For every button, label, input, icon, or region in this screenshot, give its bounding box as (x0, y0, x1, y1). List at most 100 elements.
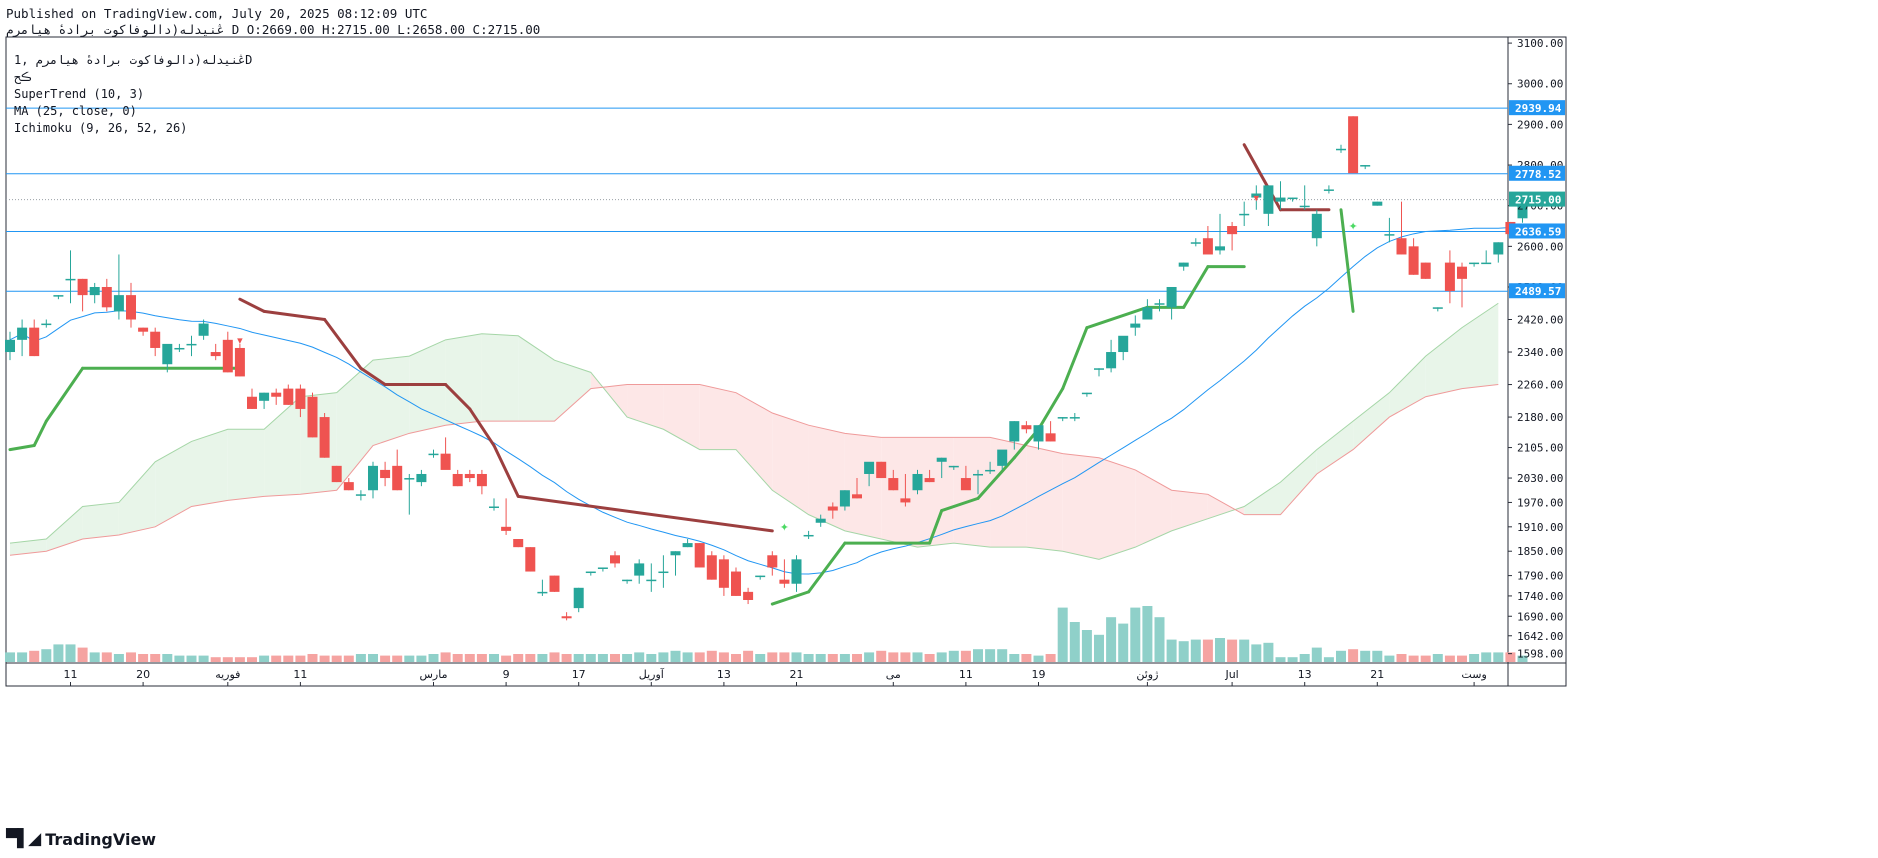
candle-body (283, 388, 294, 405)
volume-bar (1408, 655, 1419, 662)
candle-body (198, 323, 209, 336)
volume-bar (247, 657, 257, 662)
y-tick-label: 1690.00 (1517, 610, 1563, 623)
candle-body (138, 327, 149, 332)
candle (1227, 221, 1238, 251)
candle-body (1311, 213, 1322, 239)
chart-title: ڠنیدله(دالوفاکوت برادهٔ هیامرم ,1D (14, 53, 253, 67)
candle (755, 575, 766, 580)
supertrend-legend[interactable]: SuperTrend (10, 3) (14, 87, 145, 101)
candle (973, 469, 983, 495)
brand-footer[interactable]: ▀▌◢ TradingView (6, 829, 156, 849)
x-tick-label: وست (1461, 668, 1486, 681)
candle (1190, 238, 1201, 247)
ichimoku-cloud-segment (1135, 469, 1172, 548)
candle-body (1432, 307, 1443, 309)
candle (319, 413, 330, 458)
candle-body (1251, 193, 1262, 198)
candle-body (1469, 262, 1480, 265)
candle-body (319, 417, 330, 458)
x-tick-label: آوریل (639, 667, 665, 681)
volume-bar (779, 652, 790, 662)
candle (912, 469, 923, 495)
candle-body (573, 587, 584, 609)
candle (283, 384, 294, 405)
candle-body (295, 388, 306, 409)
supertrend-segment (323, 318, 363, 370)
volume-bar (1190, 639, 1201, 662)
ichimoku-cloud-segment (663, 384, 700, 450)
y-tick-label: 1970.00 (1517, 496, 1563, 509)
candle-body (17, 327, 28, 340)
candle (1263, 185, 1274, 227)
candle (234, 343, 245, 377)
last-price-tag (1509, 191, 1565, 207)
ichimoku-cloud-segment (1244, 482, 1281, 515)
candle (489, 498, 499, 511)
volume-bar (259, 655, 270, 662)
volume-bar (1009, 654, 1020, 662)
volume-bar (295, 655, 306, 662)
candle (1396, 201, 1407, 255)
candle (573, 587, 584, 613)
candle (307, 392, 318, 438)
volume-bar (1481, 652, 1492, 662)
candle (1239, 201, 1250, 227)
y-tick-label: 2340.00 (1517, 346, 1563, 359)
candle-body (29, 327, 40, 357)
brand-name: TradingView (45, 829, 157, 849)
candle-body (392, 465, 403, 491)
candle-body (1045, 433, 1056, 442)
volume-bar (1360, 650, 1371, 662)
candle (440, 437, 451, 470)
volume-bar (452, 654, 463, 662)
ichimoku-cloud-segment (1062, 453, 1099, 560)
x-tick-label: Jul (1224, 668, 1238, 681)
supertrend-segment (928, 509, 944, 545)
candle-body (1481, 262, 1492, 265)
candle (864, 461, 875, 487)
candle (428, 449, 439, 458)
candle (779, 559, 790, 588)
supertrend-segment (32, 419, 48, 448)
volume-bar (17, 652, 28, 662)
candle-body (1021, 425, 1032, 430)
candle-body (960, 478, 971, 491)
candle-body (1493, 242, 1504, 255)
candle-body (1142, 307, 1153, 320)
volume-bar (1021, 654, 1032, 662)
x-tick-label: 13 (717, 668, 731, 681)
volume-bar (234, 657, 245, 662)
volume-bar (900, 652, 911, 662)
candle (1420, 262, 1431, 279)
volume-bar (585, 654, 596, 662)
volume-bar (101, 652, 112, 662)
ma-legend[interactable]: MA (25, close, 0) (14, 104, 137, 118)
volume-bar (283, 655, 294, 662)
volume-bar (1457, 655, 1467, 662)
candle-body (101, 286, 112, 308)
supertrend-segment (1085, 305, 1149, 330)
candle-body (1130, 323, 1141, 328)
ichimoku-legend[interactable]: Ichimoku (9, 26, 52, 26) (14, 121, 188, 135)
volume-bar (1420, 655, 1431, 662)
volume-bar (1396, 654, 1407, 662)
x-tick-label: 21 (1370, 668, 1384, 681)
price-chart[interactable]: ▾✦▾✦3100.003000.002900.002800.002700.002… (0, 0, 1878, 820)
ichimoku-cloud-segment (808, 425, 845, 531)
candle-body (464, 473, 475, 479)
candle (355, 490, 366, 501)
ichimoku-cloud-segment (990, 437, 1027, 548)
ichimoku-cloud-segment (1171, 490, 1208, 531)
x-tick-label: 11 (64, 668, 78, 681)
volume-bar (1323, 657, 1334, 662)
candle-body (1275, 197, 1286, 202)
candle-body (428, 453, 439, 456)
candle (597, 567, 608, 572)
candle (537, 579, 548, 596)
volume-bar (513, 654, 524, 662)
y-tick-label: 1598.00 (1517, 648, 1563, 661)
candle-body (1190, 242, 1201, 244)
candle (827, 502, 838, 519)
candle-body (864, 461, 875, 474)
